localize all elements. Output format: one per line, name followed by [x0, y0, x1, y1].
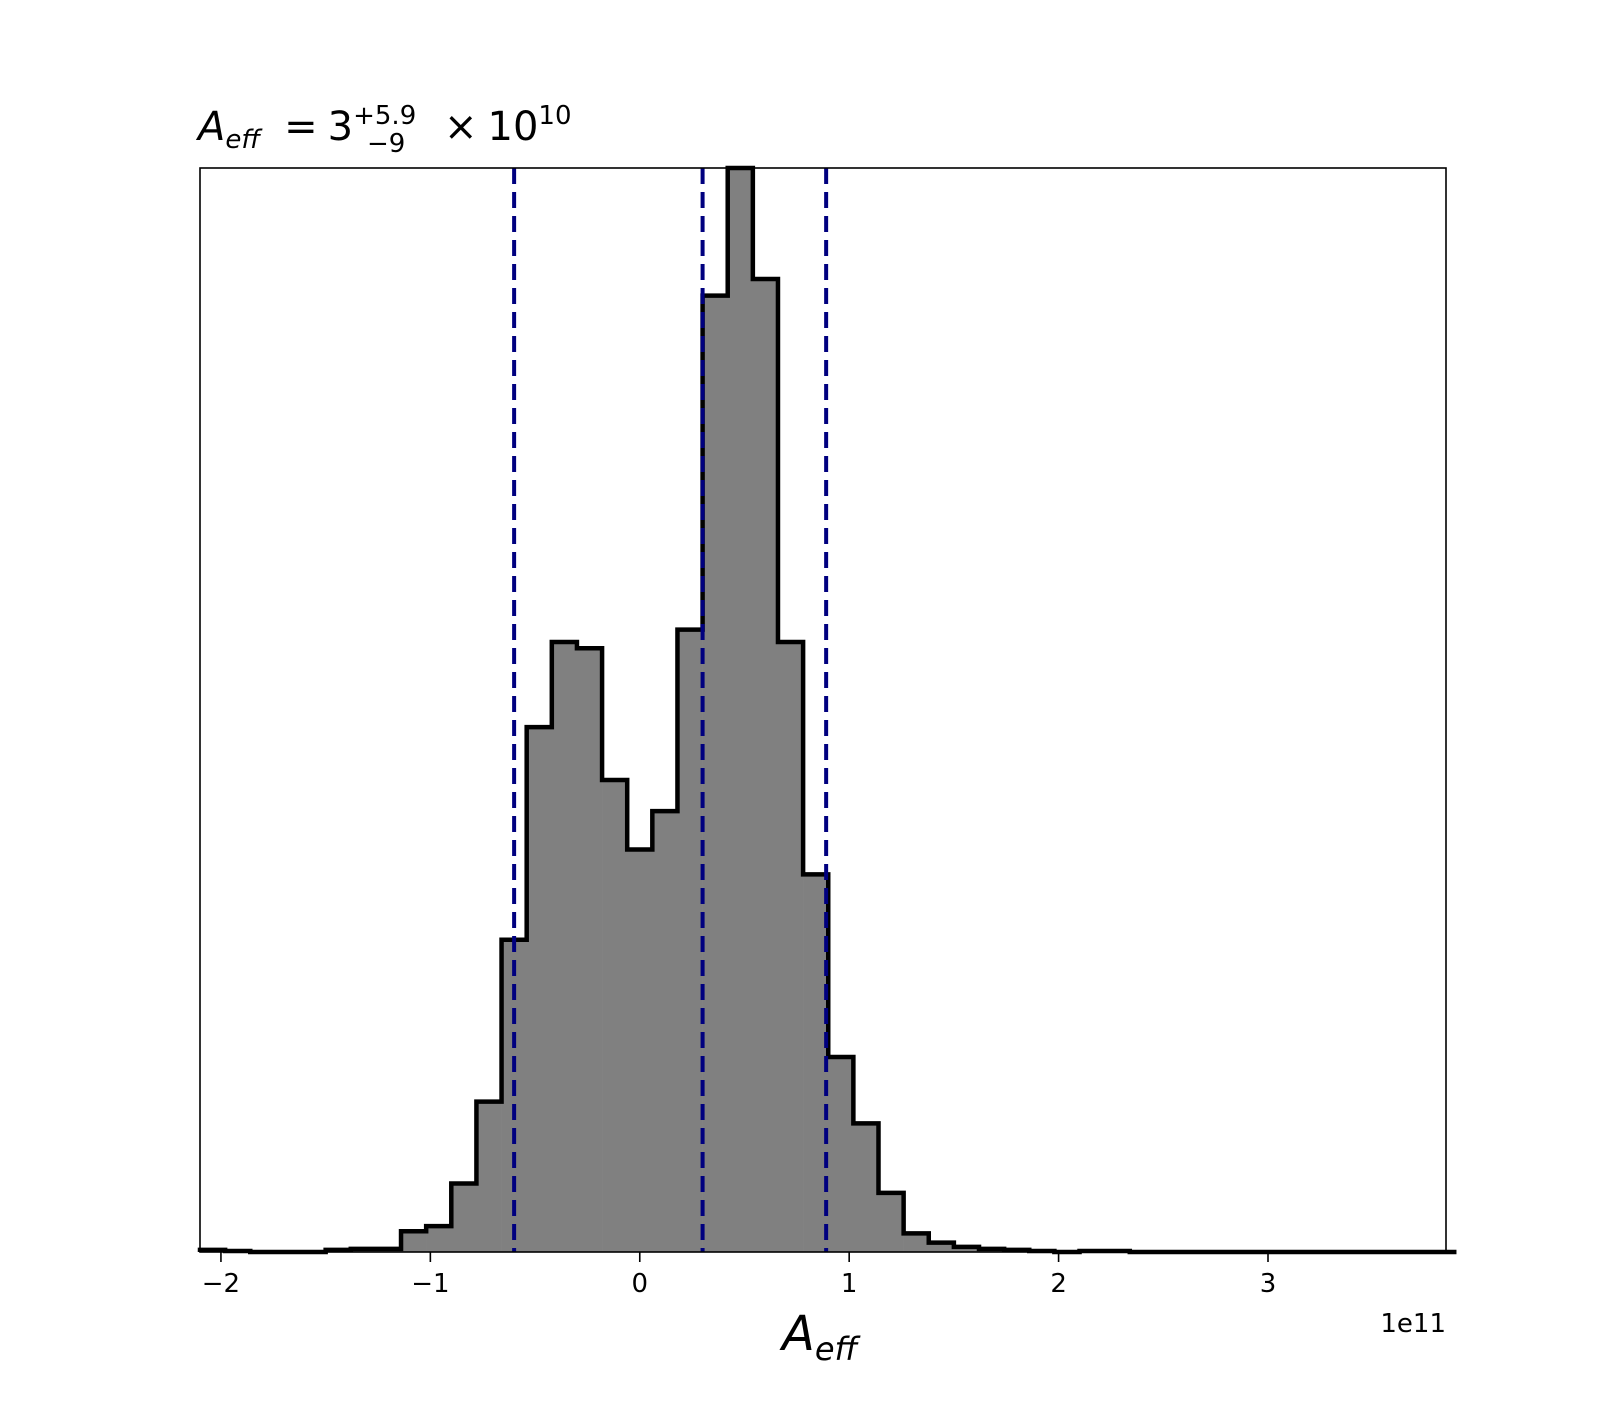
histogram-bar [426, 1226, 452, 1252]
histogram-bar [928, 1242, 955, 1252]
x-axis-label-symbol: A [779, 1306, 815, 1362]
histogram-bar [727, 168, 754, 1252]
histogram-bar [551, 642, 578, 1252]
x-axis-label: Aeff [779, 1306, 862, 1368]
title-equals: = [284, 104, 318, 150]
axes-frame [199, 167, 1447, 1253]
histogram-bar [702, 295, 729, 1252]
histogram-bar [602, 780, 628, 1252]
histogram-bar [576, 648, 603, 1252]
title-exponent: 10 [538, 101, 571, 131]
histogram-bar [627, 849, 653, 1252]
x-tick-label: 0 [631, 1269, 648, 1299]
histogram-bar [878, 1192, 904, 1252]
title-upper-error: +5.9 [353, 101, 416, 131]
x-tick-label: 3 [1260, 1269, 1277, 1299]
histogram-bar [652, 811, 678, 1252]
histogram-bar [677, 629, 703, 1252]
title-lower-error: −9 [367, 129, 405, 159]
plot-area [197, 165, 1457, 1255]
title-symbol-subscript: eff [225, 125, 263, 155]
histogram-bar [777, 642, 804, 1252]
x-tick-label: 1 [841, 1269, 858, 1299]
x-tick-label: −2 [202, 1269, 240, 1299]
x-axis-ticks: −2 −1 0 1 2 3 [202, 1252, 1276, 1299]
histogram-bar [953, 1246, 980, 1252]
title-symbol: A [195, 104, 225, 150]
histogram-bar [526, 727, 553, 1252]
histogram-bar [451, 1183, 477, 1252]
x-tick-label: 2 [1050, 1269, 1067, 1299]
title-median: 3 [328, 104, 353, 150]
histogram-bar [401, 1231, 427, 1252]
histogram-outline [197, 165, 1457, 1255]
title-base: 10 [488, 104, 539, 150]
histogram-bar [476, 1101, 502, 1252]
histogram-bar [828, 1056, 854, 1252]
histogram-bar [752, 278, 779, 1253]
histogram-bar [853, 1123, 879, 1252]
x-axis-offset-label: 1e11 [1380, 1309, 1446, 1339]
histogram-bar [903, 1233, 930, 1252]
x-tick-label: −1 [411, 1269, 449, 1299]
title-times: × [444, 104, 478, 150]
chart-title: Aeff = 3+5.9 −9 × 1010 [195, 101, 572, 159]
x-axis-label-subscript: eff [815, 1330, 862, 1368]
